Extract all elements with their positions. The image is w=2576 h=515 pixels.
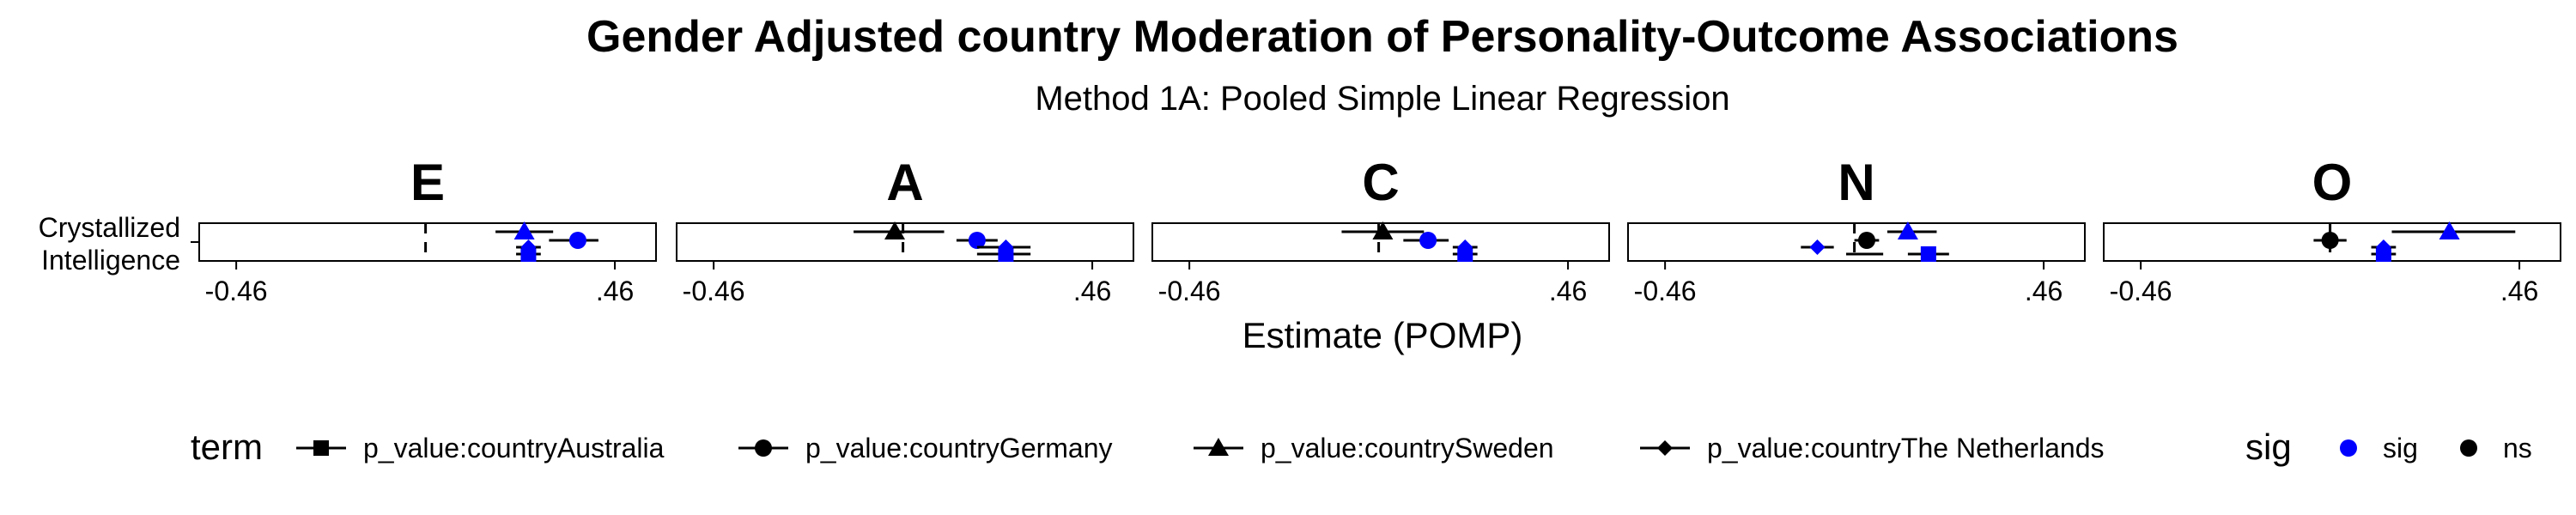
legend-term-item: p_value:countryGermany (738, 433, 1113, 464)
legend-term-item: p_value:countryAustralia (296, 433, 665, 464)
legend-sig-label: ns (2503, 433, 2532, 464)
x-tick-label: -0.46 (1158, 276, 1221, 306)
data-point (520, 239, 537, 255)
legend-key-marker (1208, 438, 1229, 456)
legend-term-label: p_value:countrySweden (1261, 433, 1554, 464)
legend-sig-label: sig (2383, 433, 2418, 464)
facet-label-a: A (886, 154, 923, 211)
legend-sig-marker (2340, 439, 2357, 457)
facet-panel-e: E -0.46 .46 (191, 154, 657, 306)
x-tick-label: .46 (596, 276, 634, 306)
data-point (1457, 239, 1473, 255)
facet-label-o: O (2312, 154, 2353, 211)
x-tick-label: .46 (2500, 276, 2538, 306)
data-point (1419, 232, 1437, 249)
data-point (1920, 246, 1936, 262)
legend-term-title: term (191, 427, 263, 467)
legend-sig-item: ns (2460, 433, 2532, 464)
x-tick-label: -0.46 (205, 276, 268, 306)
data-point (568, 232, 586, 249)
data-point (1372, 221, 1394, 239)
facet-label-c: C (1362, 154, 1399, 211)
data-point (884, 221, 906, 239)
x-tick-label: -0.46 (2110, 276, 2172, 306)
facet-panel-border (198, 222, 657, 262)
facet-label-n: N (1838, 154, 1874, 211)
facet-panel-c: C -0.46 .46 (1151, 154, 1610, 306)
data-point (2321, 232, 2339, 249)
data-point (968, 232, 986, 249)
legend-key-marker (755, 439, 772, 457)
legend-sig-title: sig (2245, 427, 2292, 467)
chart-subtitle: Method 1A: Pooled Simple Linear Regressi… (1035, 80, 1729, 118)
legend-key-marker (313, 440, 329, 456)
data-point (1809, 239, 1826, 255)
facet-panel-border (2103, 222, 2561, 262)
facet-panel-a: A -0.46 .46 (676, 154, 1134, 306)
x-tick-label: .46 (1549, 276, 1587, 306)
x-axis-label: Estimate (POMP) (1242, 315, 1523, 355)
facet-panels: E -0.46 .46 A -0.46 .46 C -0.46 .46 N -0.46 .46 O -0.… (191, 154, 2561, 306)
legend-key-marker (1657, 440, 1673, 456)
legend-term-item: p_value:countrySweden (1194, 433, 1554, 464)
data-point (1857, 232, 1875, 249)
legend-term-label: p_value:countryThe Netherlands (1707, 433, 2105, 464)
data-point (1897, 221, 1918, 239)
legend: term sig p_value:countryAustralia p_value… (191, 427, 2532, 467)
x-tick-label: .46 (1073, 276, 1111, 306)
legend-sig-marker (2460, 439, 2477, 457)
y-category-label-line2: Intelligence (41, 245, 180, 276)
facet-label-e: E (410, 154, 445, 211)
legend-term-label: p_value:countryAustralia (363, 433, 665, 464)
legend-term-label: p_value:countryGermany (805, 433, 1113, 464)
data-point (513, 221, 535, 239)
legend-sig-item: sig (2340, 433, 2418, 464)
x-tick-label: -0.46 (683, 276, 745, 306)
facet-panel-o: O -0.46 .46 (2103, 154, 2561, 306)
facet-panel-border (676, 222, 1134, 262)
y-category-label-line1: Crystallized (39, 212, 180, 243)
data-point (998, 239, 1014, 255)
chart-title: Gender Adjusted country Moderation of Pe… (586, 12, 2178, 62)
legend-term-item: p_value:countryThe Netherlands (1640, 433, 2105, 464)
x-tick-label: -0.46 (1634, 276, 1697, 306)
data-point (2439, 221, 2460, 239)
x-tick-label: .46 (2025, 276, 2063, 306)
facet-panel-border (1627, 222, 2086, 262)
data-point (2375, 239, 2391, 255)
facet-panel-n: N -0.46 .46 (1627, 154, 2086, 306)
facet-panel-border (1151, 222, 1610, 262)
